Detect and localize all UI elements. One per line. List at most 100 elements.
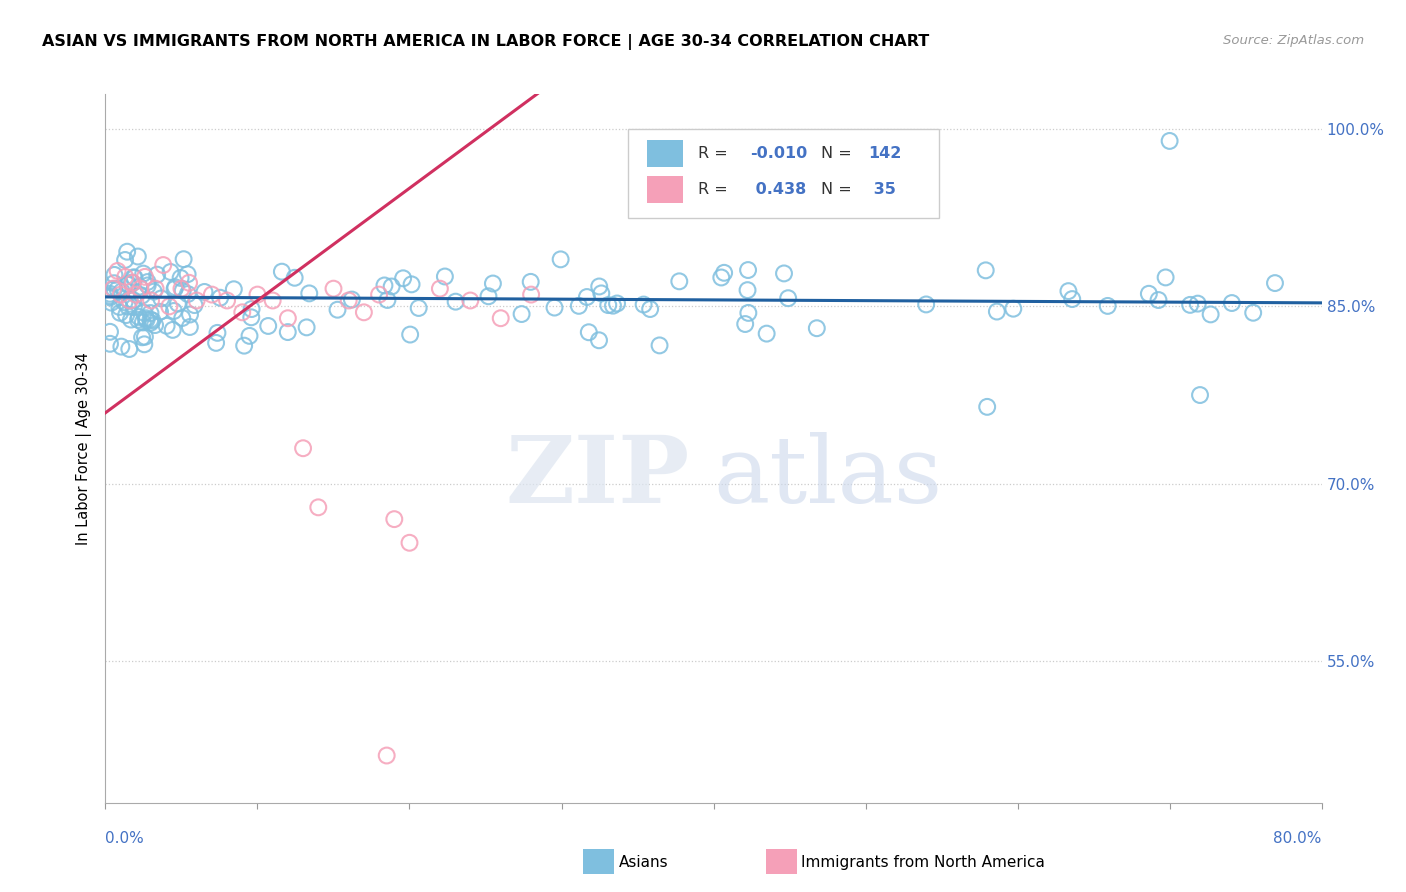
Point	[489, 311, 512, 326]
Point	[246, 287, 269, 301]
Point	[1159, 134, 1181, 148]
Point	[179, 320, 201, 334]
Point	[1241, 306, 1264, 320]
Point	[458, 293, 481, 308]
Point	[806, 321, 828, 335]
Point	[381, 279, 404, 293]
Point	[157, 300, 180, 314]
Point	[131, 288, 153, 302]
Point	[183, 298, 205, 312]
Point	[139, 306, 162, 320]
Point	[135, 313, 157, 327]
Point	[368, 287, 391, 301]
Point	[177, 276, 200, 290]
Point	[217, 293, 239, 308]
Point	[205, 335, 228, 350]
Point	[118, 342, 141, 356]
Point	[114, 295, 136, 310]
Point	[392, 271, 415, 285]
Point	[156, 318, 179, 333]
Point	[986, 304, 1008, 318]
Point	[176, 267, 198, 281]
Point	[121, 276, 143, 290]
Point	[131, 330, 153, 344]
Point	[98, 286, 121, 301]
Point	[122, 293, 145, 307]
Text: Asians: Asians	[619, 855, 668, 870]
Point	[270, 265, 292, 279]
Text: Immigrants from North America: Immigrants from North America	[801, 855, 1045, 870]
Point	[186, 293, 208, 308]
Point	[127, 250, 149, 264]
Point	[132, 267, 155, 281]
Point	[152, 258, 174, 272]
Point	[169, 271, 191, 285]
Point	[231, 305, 253, 319]
Point	[139, 312, 162, 326]
Point	[142, 285, 165, 299]
Point	[377, 293, 399, 307]
Point	[602, 299, 624, 313]
Point	[1189, 388, 1212, 402]
Point	[568, 299, 591, 313]
Point	[915, 297, 938, 311]
Point	[103, 282, 125, 296]
Text: 35: 35	[868, 182, 896, 197]
Point	[150, 292, 173, 306]
Bar	[647, 140, 683, 168]
Point	[141, 313, 163, 327]
Point	[337, 293, 360, 308]
Point	[755, 326, 778, 341]
Point	[117, 277, 139, 292]
Point	[167, 296, 190, 310]
Bar	[647, 176, 683, 202]
Point	[111, 285, 134, 299]
Point	[114, 269, 136, 284]
Text: R =: R =	[697, 182, 733, 197]
Text: R =: R =	[697, 146, 733, 161]
Point	[117, 300, 139, 314]
Point	[115, 244, 138, 259]
Point	[170, 282, 193, 296]
Point	[591, 286, 613, 301]
Point	[295, 320, 318, 334]
Text: Source: ZipAtlas.com: Source: ZipAtlas.com	[1223, 34, 1364, 47]
Point	[107, 264, 129, 278]
Point	[520, 287, 543, 301]
Point	[128, 279, 150, 293]
Point	[1154, 270, 1177, 285]
Point	[1178, 298, 1201, 312]
Point	[373, 278, 395, 293]
Point	[773, 267, 796, 281]
Point	[1002, 301, 1025, 316]
Point	[606, 296, 628, 310]
Point	[209, 291, 232, 305]
Point	[149, 305, 172, 319]
Point	[375, 748, 398, 763]
Point	[159, 265, 181, 279]
Point	[163, 282, 186, 296]
Point	[353, 305, 375, 319]
Point	[1220, 296, 1243, 310]
Point	[734, 317, 756, 331]
Point	[240, 310, 263, 325]
Point	[177, 287, 200, 301]
Point	[136, 278, 159, 293]
Text: -0.010: -0.010	[749, 146, 807, 161]
Point	[132, 316, 155, 330]
Point	[122, 270, 145, 285]
Point	[778, 291, 800, 305]
Point	[179, 308, 201, 322]
Point	[163, 304, 186, 318]
Point	[193, 285, 215, 299]
Point	[598, 298, 620, 312]
Point	[108, 306, 131, 320]
Point	[100, 295, 122, 310]
Point	[737, 263, 759, 277]
Point	[257, 318, 280, 333]
Point	[1187, 296, 1209, 310]
Point	[1199, 307, 1222, 321]
Point	[737, 283, 759, 297]
Point	[128, 310, 150, 324]
Point	[519, 275, 541, 289]
